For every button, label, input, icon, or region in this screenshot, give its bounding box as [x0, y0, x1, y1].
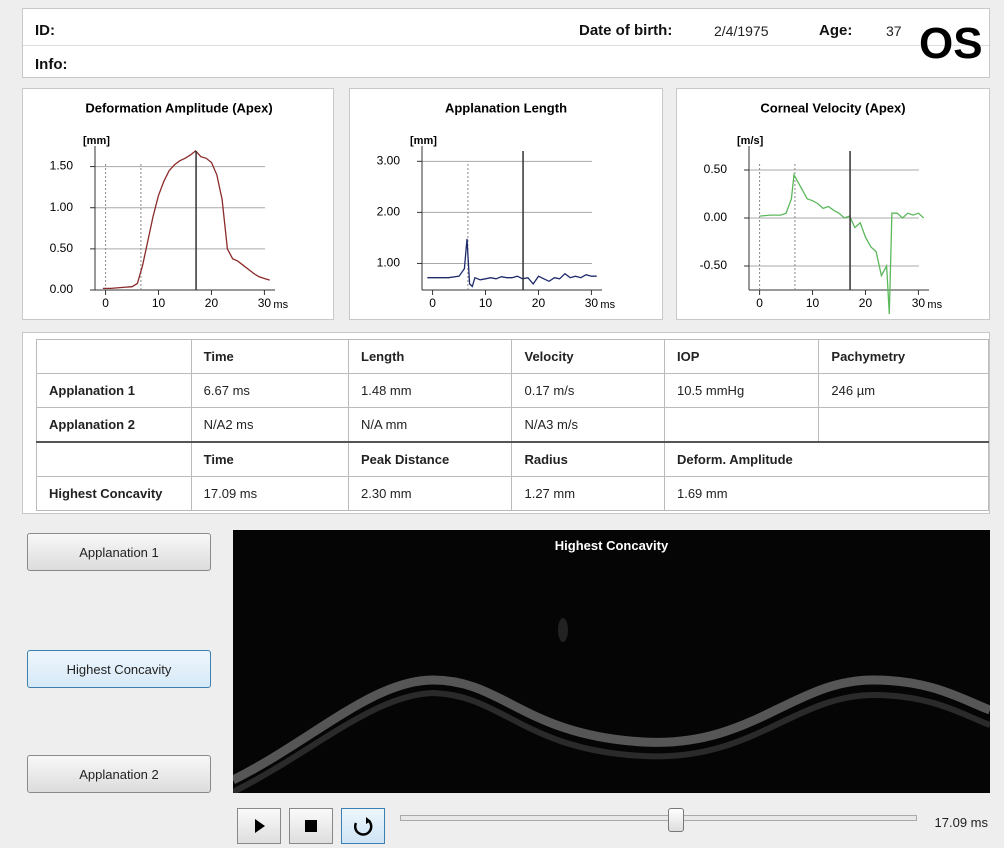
x-tick-label: 30	[585, 296, 599, 310]
table-cell: Time	[191, 340, 348, 374]
chart-panel: Deformation Amplitude (Apex) [mm] 0.00 0.50…	[22, 88, 334, 320]
chart: Applanation Length [mm] 1.00 2.00 3.00 0 10 20 3…	[350, 89, 662, 319]
table-cell: Applanation 2	[37, 408, 192, 443]
play-button[interactable]	[237, 808, 281, 844]
y-axis-label: [mm]	[83, 135, 110, 147]
table-cell: 1.27 mm	[512, 477, 665, 511]
x-tick-label: 20	[205, 296, 219, 310]
x-tick-label: 10	[806, 296, 820, 310]
y-tick-label: 1.50	[50, 159, 74, 173]
table-cell: Deform. Amplitude	[664, 442, 988, 477]
chart-panel: Corneal Velocity (Apex) [m/s] -0.50 0.00 0.5…	[676, 88, 990, 320]
artifact	[558, 618, 568, 642]
separator	[23, 45, 989, 46]
x-tick-label: 10	[479, 296, 493, 310]
x-tick-label: 0	[756, 296, 763, 310]
table-cell	[37, 442, 192, 477]
x-tick-label: 0	[102, 296, 109, 310]
table-cell: N/A mm	[349, 408, 512, 443]
applanation-1-button[interactable]: Applanation 1	[27, 533, 211, 571]
scheimpflug-image	[233, 530, 990, 793]
id-label: ID:	[35, 22, 55, 39]
stop-button[interactable]	[289, 808, 333, 844]
x-axis-label: ms	[927, 299, 942, 311]
y-tick-label: 0.50	[50, 241, 74, 255]
image-viewer: Highest Concavity	[233, 530, 990, 793]
table-cell: 0.17 m/s	[512, 374, 665, 408]
table-cell: Pachymetry	[819, 340, 989, 374]
x-tick-label: 20	[859, 296, 873, 310]
applanation-2-button[interactable]: Applanation 2	[27, 755, 211, 793]
screen: {"header": {"id_label": "ID:", "info_lab…	[0, 0, 1004, 847]
table-cell	[37, 340, 192, 374]
chart: Corneal Velocity (Apex) [m/s] -0.50 0.00 0.5…	[677, 89, 989, 319]
y-tick-label: -0.50	[700, 258, 728, 272]
loop-button[interactable]	[341, 808, 385, 844]
eye: OS	[919, 19, 983, 69]
dob-label: Date of birth:	[579, 22, 672, 39]
slider-thumb[interactable]	[668, 808, 684, 832]
viewer-title: Highest Concavity	[233, 538, 990, 553]
table-cell: Time	[191, 442, 348, 477]
table-cell: Applanation 1	[37, 374, 192, 408]
table-cell: Highest Concavity	[37, 477, 192, 511]
x-tick-label: 30	[912, 296, 926, 310]
y-axis-label: [m/s]	[737, 135, 764, 147]
y-tick-label: 1.00	[377, 256, 401, 270]
table-cell: 1.48 mm	[349, 374, 512, 408]
chart-title: Deformation Amplitude (Apex)	[85, 100, 272, 115]
info-label: Info:	[35, 56, 67, 73]
chart-title: Applanation Length	[445, 100, 567, 115]
table-cell: Velocity	[512, 340, 665, 374]
table-cell	[664, 408, 818, 443]
table-cell: 246 µm	[819, 374, 989, 408]
table-cell: IOP	[664, 340, 818, 374]
y-tick-label: 0.50	[704, 162, 728, 176]
dob: 2/4/1975	[714, 23, 769, 39]
age: 37	[886, 23, 902, 39]
table-cell: 1.69 mm	[664, 477, 988, 511]
table-cell	[819, 408, 989, 443]
data-line	[103, 151, 270, 289]
table-cell: 2.30 mm	[349, 477, 512, 511]
y-tick-label: 0.00	[704, 210, 728, 224]
highest-concavity-button[interactable]: Highest Concavity	[27, 650, 211, 688]
patient-header: ID: Info: Date of birth: 2/4/1975 Age: 3…	[22, 8, 990, 78]
y-tick-label: 1.00	[50, 200, 74, 214]
x-tick-label: 30	[258, 296, 272, 310]
y-tick-label: 0.00	[50, 282, 74, 296]
chart-title: Corneal Velocity (Apex)	[760, 100, 905, 115]
table-cell: Radius	[512, 442, 665, 477]
x-tick-label: 0	[429, 296, 436, 310]
slider-track[interactable]	[400, 815, 917, 821]
y-tick-label: 3.00	[377, 153, 401, 167]
x-tick-label: 20	[532, 296, 546, 310]
y-tick-label: 2.00	[377, 205, 401, 219]
age-label: Age:	[819, 22, 852, 39]
table-cell: 17.09 ms	[191, 477, 348, 511]
data-line	[760, 175, 924, 314]
chart-panel: Applanation Length [mm] 1.00 2.00 3.00 0 10 20 3…	[349, 88, 663, 320]
y-axis-label: [mm]	[410, 135, 437, 147]
x-tick-label: 10	[152, 296, 166, 310]
table-cell: N/A2 ms	[191, 408, 348, 443]
table-cell: Length	[349, 340, 512, 374]
table-cell: 6.67 ms	[191, 374, 348, 408]
data-line	[427, 239, 596, 287]
table-cell: Peak Distance	[349, 442, 512, 477]
chart: Deformation Amplitude (Apex) [mm] 0.00 0.50…	[23, 89, 335, 319]
table-cell: 10.5 mmHg	[664, 374, 818, 408]
table-cell: N/A3 m/s	[512, 408, 665, 443]
time-readout: 17.09 ms	[935, 815, 988, 830]
x-axis-label: ms	[273, 299, 288, 311]
x-axis-label: ms	[600, 299, 615, 311]
